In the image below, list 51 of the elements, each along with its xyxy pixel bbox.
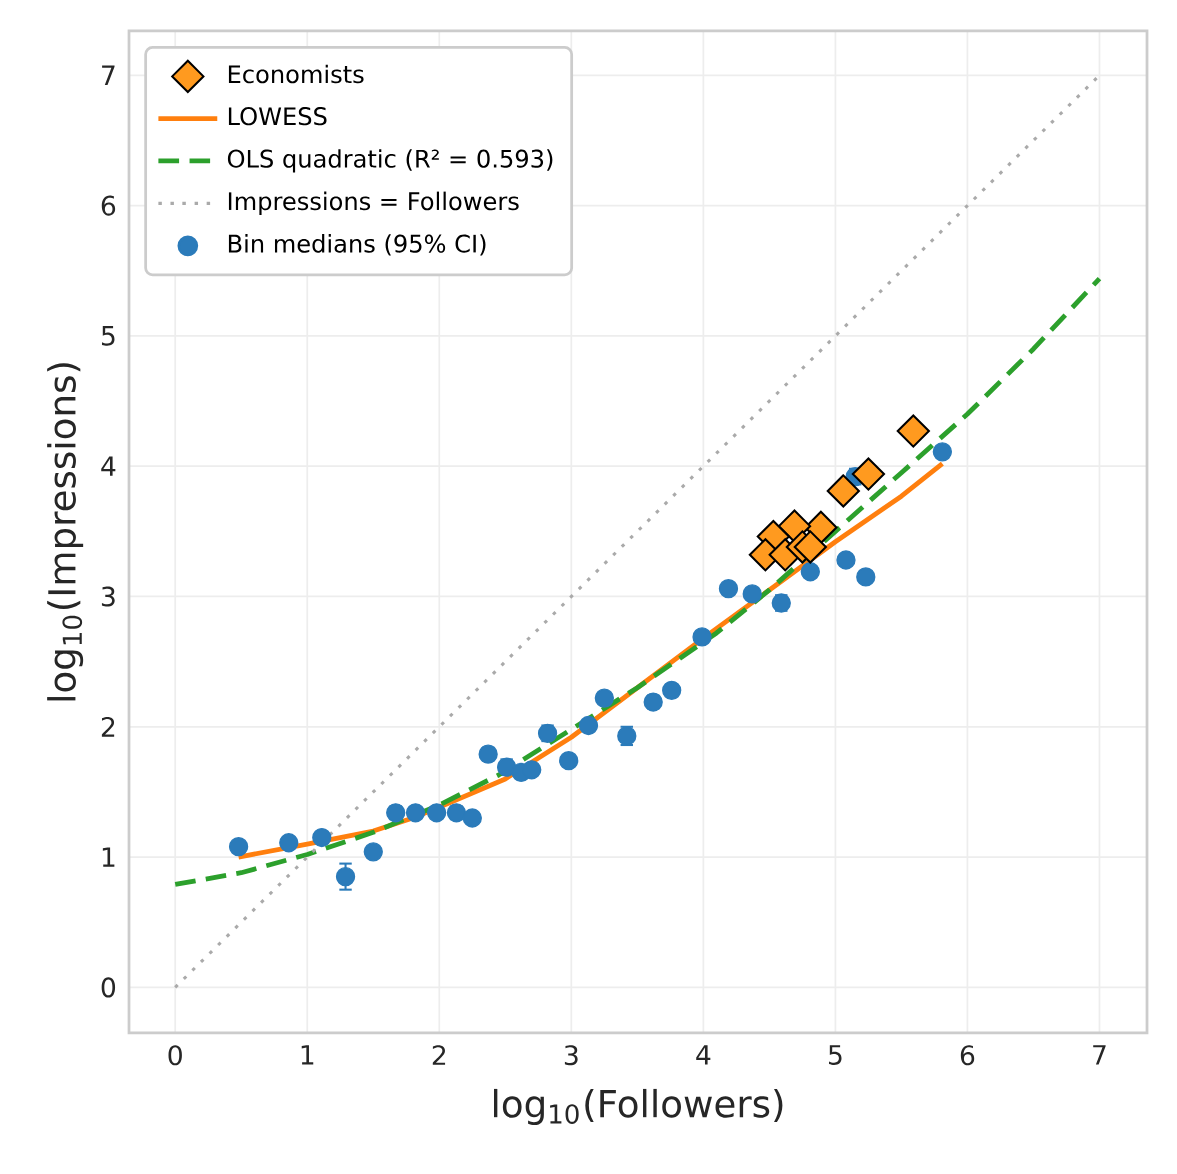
y-axis-title: log$_{10}$(Impressions) — [47, 363, 84, 701]
point — [836, 550, 856, 570]
x-tick-label: 6 — [960, 1045, 975, 1066]
point — [578, 715, 599, 736]
point — [462, 808, 482, 828]
point — [279, 833, 299, 853]
legend-label: Economists — [228, 64, 364, 84]
point — [851, 457, 886, 491]
point — [896, 414, 930, 448]
legend-label: Bin medians (95% CI) — [228, 234, 486, 256]
point — [826, 474, 860, 508]
point — [405, 803, 426, 823]
point — [643, 692, 663, 712]
x-tick-label: 0 — [168, 1045, 182, 1066]
line-series — [172, 276, 1102, 887]
y-tick-label: 4 — [101, 456, 116, 476]
x-tick-label: 2 — [432, 1045, 446, 1065]
x-tick-label: 3 — [564, 1045, 578, 1066]
point — [793, 530, 827, 564]
point — [594, 688, 614, 708]
point — [522, 760, 542, 780]
y-tick-label: 2 — [101, 716, 115, 737]
x-axis-title: log$_{10}$(Followers) — [493, 1088, 783, 1125]
point — [386, 803, 406, 823]
point — [228, 837, 249, 857]
point — [559, 751, 579, 771]
legend-label: OLS quadratic (R² = 0.593) — [227, 149, 553, 173]
x-tick-label: 5 — [829, 1045, 842, 1065]
point — [692, 627, 712, 647]
y-tick-label: 1 — [102, 847, 115, 867]
y-tick-label: 0 — [101, 977, 116, 998]
y-tick-label: 3 — [101, 586, 115, 607]
x-tick-label: 7 — [1093, 1045, 1106, 1065]
y-tick-label: 5 — [101, 326, 115, 346]
point — [363, 842, 383, 862]
legend-label: Impressions = Followers — [228, 191, 519, 215]
point — [446, 803, 467, 823]
y-tick-label: 6 — [101, 195, 116, 216]
point — [856, 567, 876, 587]
point — [427, 803, 447, 823]
point — [312, 827, 332, 848]
legend-label: LOWESS — [228, 107, 327, 126]
point — [742, 584, 762, 604]
point — [800, 562, 820, 582]
point — [932, 442, 953, 462]
x-tick-label: 1 — [301, 1045, 314, 1065]
y-tick-label: 7 — [102, 65, 115, 85]
point — [478, 744, 498, 764]
x-tick-label: 4 — [696, 1045, 711, 1065]
point — [718, 579, 739, 599]
point — [662, 680, 682, 700]
